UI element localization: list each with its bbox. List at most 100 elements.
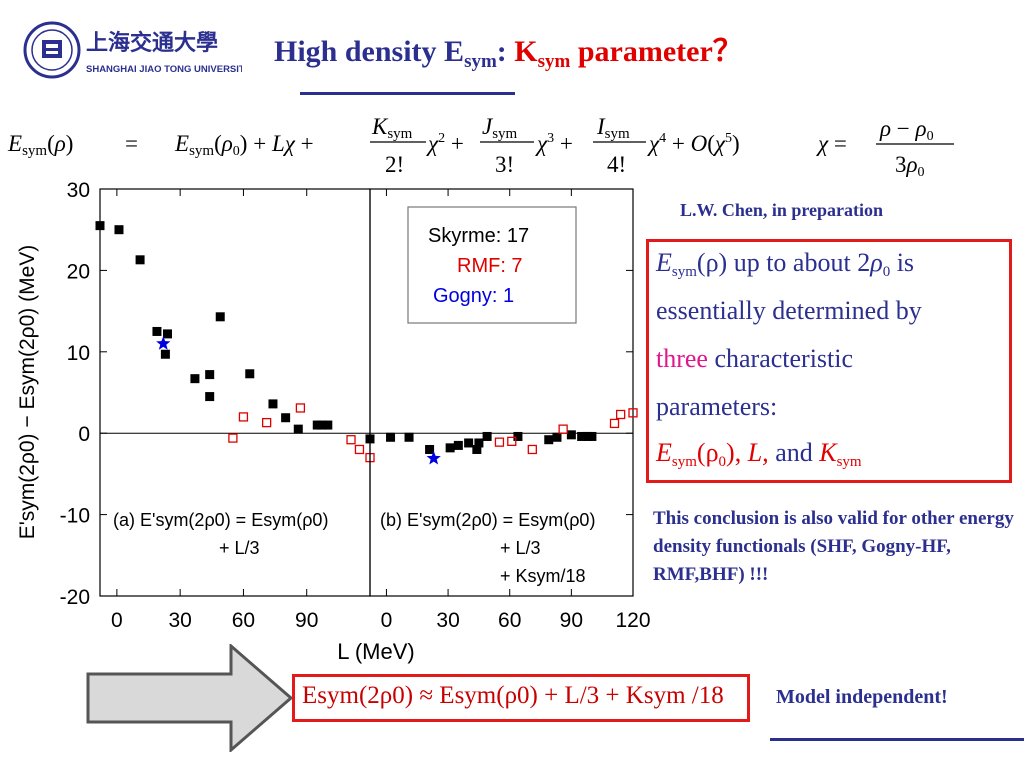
title-underline — [300, 92, 515, 95]
data-point-skyrme — [386, 432, 396, 442]
data-point-skyrme — [365, 434, 375, 444]
data-point-skyrme — [544, 435, 554, 445]
data-point-rmf — [346, 435, 356, 445]
data-point-skyrme — [293, 424, 303, 434]
svg-text:Esym(ρ): Esym(ρ) — [7, 131, 73, 159]
data-point-skyrme — [323, 420, 333, 430]
data-point-rmf — [354, 444, 365, 455]
page-title: High density Esym: Ksym parameter？ — [274, 35, 743, 72]
x-tick-label: 90 — [295, 609, 318, 632]
summary-line-1: Esym(ρ) up to about 2ρ0 is — [656, 248, 915, 280]
data-point-skyrme — [513, 431, 523, 441]
summary-line-5: Esym(ρ0), L, and Ksym — [656, 438, 862, 470]
data-point-gogny — [156, 336, 171, 350]
panel-label: + L/3 — [219, 538, 260, 558]
data-point-skyrme — [281, 413, 291, 423]
data-point-rmf — [628, 408, 638, 418]
svg-text:Isym: Isym — [596, 114, 630, 142]
model-independent-text: Model independent! — [776, 686, 948, 708]
data-point-rmf — [295, 403, 306, 413]
data-point-skyrme — [577, 431, 587, 441]
logo-en-text: SHANGHAI JIAO TONG UNIVERSITY — [86, 64, 242, 75]
data-point-skyrme — [425, 444, 435, 454]
data-point-skyrme — [205, 392, 215, 402]
panel-label: + Ksym/18 — [500, 566, 586, 586]
data-point-skyrme — [316, 420, 326, 430]
data-point-rmf — [261, 417, 272, 428]
summary-line-2: essentially determined by — [656, 296, 922, 325]
svg-text:χ3 +: χ3 + — [535, 131, 573, 156]
data-point-skyrme — [190, 374, 200, 384]
panel-frame — [369, 188, 634, 597]
data-point-rmf — [238, 412, 249, 422]
data-point-skyrme — [135, 255, 145, 265]
data-point-rmf — [228, 433, 238, 443]
x-tick-label: 90 — [560, 609, 583, 632]
data-point-skyrme — [245, 369, 255, 379]
svg-text:=: = — [125, 131, 138, 156]
svg-text:ρ − ρ0: ρ − ρ0 — [879, 116, 934, 144]
data-point-skyrme — [472, 444, 482, 454]
y-tick-label: 10 — [67, 342, 90, 365]
esym-scatter-chart: 0 30 60 90 0 30 60 90 120 30 20 10 0 -10 -20 L (MeV) E's… — [16, 179, 651, 664]
data-point-skyrme — [163, 329, 172, 339]
panel-label: + L/3 — [500, 538, 541, 558]
data-point-skyrme — [445, 443, 455, 453]
svg-text:Jsym: Jsym — [482, 114, 518, 142]
data-point-skyrme — [152, 326, 162, 336]
svg-text:χ4 + O(χ5): χ4 + O(χ5) — [647, 131, 740, 156]
x-tick-label: 30 — [436, 609, 459, 632]
data-point-skyrme — [205, 370, 215, 380]
data-point-skyrme — [552, 432, 562, 442]
panel-label: (a) E'sym(2ρ0) = Esym(ρ0) — [113, 510, 328, 530]
conclusion-text: This conclusion is also valid for other … — [653, 508, 1014, 585]
panel-frame — [99, 188, 371, 597]
data-point-skyrme — [95, 221, 105, 231]
y-tick-label: -10 — [60, 505, 90, 528]
right-arrow-icon — [86, 644, 294, 752]
legend-entry: Gogny: 1 — [433, 285, 514, 307]
svg-text:Esym(ρ0) + Lχ +: Esym(ρ0) + Lχ + — [174, 131, 314, 159]
svg-text:Ksym: Ksym — [371, 114, 413, 142]
svg-text:3!: 3! — [495, 152, 514, 177]
data-point-rmf — [527, 444, 537, 455]
summary-line-3: three characteristic — [656, 344, 854, 373]
data-point-skyrme — [587, 431, 597, 441]
svg-text:3ρ0: 3ρ0 — [895, 152, 925, 180]
legend-entry: Skyrme: 17 — [428, 225, 529, 247]
data-point-skyrme — [215, 312, 225, 322]
data-point-rmf — [558, 424, 568, 434]
y-axis-label: E'sym(2ρ0) − Esym(2ρ0) (MeV) — [16, 245, 39, 540]
x-tick-label: 60 — [232, 609, 255, 632]
credit-text: L.W. Chen, in preparation — [680, 200, 884, 220]
data-point-skyrme — [160, 349, 170, 359]
logo-cn-text: 上海交通大學 — [86, 30, 218, 56]
data-point-skyrme — [464, 438, 474, 448]
data-point-skyrme — [453, 440, 463, 450]
x-tick-label: 0 — [111, 609, 123, 632]
data-point-rmf — [616, 409, 626, 420]
legend-box — [407, 206, 577, 324]
approximation-box — [292, 674, 750, 722]
bottom-rule — [770, 738, 1024, 741]
data-point-rmf — [494, 437, 505, 447]
summary-box — [646, 239, 1012, 483]
y-tick-label: -20 — [60, 586, 90, 609]
data-point-gogny — [426, 450, 441, 465]
data-point-skyrme — [404, 432, 414, 442]
svg-text:4!: 4! — [607, 152, 626, 177]
y-tick-label: 30 — [67, 179, 90, 202]
x-tick-label: 60 — [498, 609, 521, 632]
esym-expansion-formula: Esym(ρ) = Esym(ρ0) + Lχ + Ksym 2! χ2 + J… — [7, 114, 954, 180]
data-point-skyrme — [114, 225, 124, 235]
panel-label: (b) E'sym(2ρ0) = Esym(ρ0) — [380, 510, 595, 530]
y-tick-label: 0 — [78, 423, 90, 446]
x-axis-label: L (MeV) — [337, 639, 414, 664]
x-tick-label: 30 — [168, 609, 191, 632]
x-tick-label: 120 — [615, 609, 650, 632]
svg-text:χ2 +: χ2 + — [426, 131, 464, 156]
data-point-skyrme — [474, 438, 484, 448]
svg-text:2!: 2! — [385, 152, 404, 177]
data-point-skyrme — [482, 431, 492, 441]
legend-entry: RMF: 7 — [457, 255, 523, 277]
